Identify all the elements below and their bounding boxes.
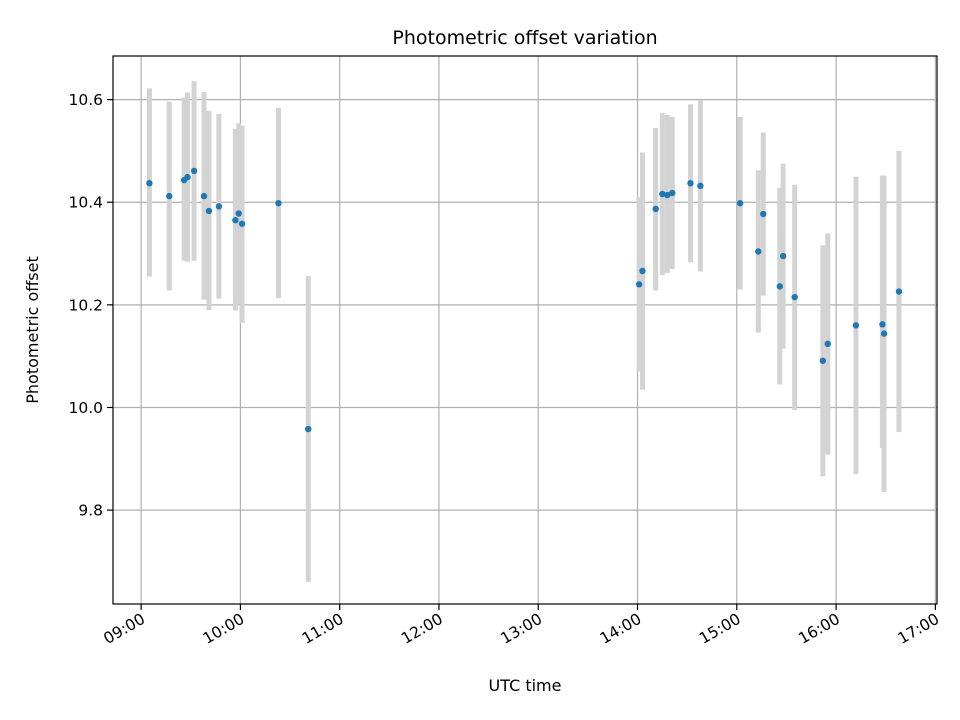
y-tick-label: 9.8 [78, 502, 103, 520]
data-point [235, 210, 242, 217]
y-tick-label: 10.0 [68, 399, 103, 417]
data-point [635, 281, 643, 288]
x-axis-label: UTC time [489, 676, 562, 695]
data-point [779, 252, 787, 260]
data-point [895, 288, 903, 295]
data-point [687, 180, 694, 187]
chart-title: Photometric offset variation [392, 27, 657, 49]
data-point [819, 357, 827, 364]
data-point [879, 321, 886, 328]
data-point [697, 182, 704, 190]
y-axis-ticks: 9.8 10.0 10.2 10.4 10.6 [68, 91, 113, 520]
y-tick-label: 10.2 [68, 296, 103, 314]
y-tick-label: 10.4 [68, 194, 103, 212]
data-point [669, 189, 676, 197]
data-point [652, 205, 659, 213]
data-point [880, 330, 888, 337]
data-point [776, 283, 784, 290]
data-points [146, 167, 903, 433]
data-point [760, 210, 767, 218]
data-point [736, 200, 744, 207]
data-point [664, 191, 671, 199]
data-point [190, 167, 198, 175]
data-point [791, 293, 798, 301]
data-point [200, 192, 208, 200]
y-axis-label: Photometric offset [23, 256, 42, 404]
data-point [166, 192, 173, 200]
data-point [238, 220, 246, 227]
data-point [755, 248, 762, 255]
data-point [305, 425, 312, 433]
data-point [146, 180, 153, 187]
data-point [232, 216, 239, 224]
data-point [639, 267, 646, 275]
data-point [659, 190, 666, 198]
plot-frame [112, 55, 938, 605]
data-point [824, 340, 831, 348]
data-point [852, 322, 860, 329]
data-point [275, 200, 282, 207]
data-point [184, 173, 191, 181]
data-point [215, 203, 223, 210]
data-point [205, 207, 213, 215]
y-tick-label: 10.6 [68, 91, 103, 109]
